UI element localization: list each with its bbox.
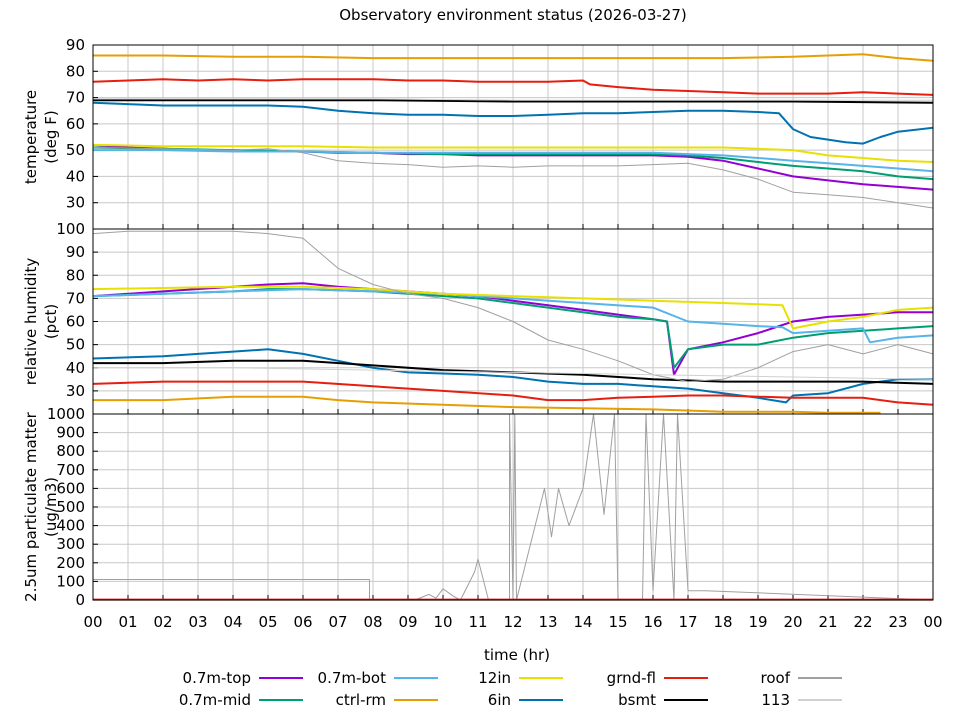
y-axis-label: 2.5um particulate matter (22, 411, 40, 601)
x-tick-label: 00 (923, 613, 942, 631)
y-tick-label: 0 (75, 591, 85, 609)
series-line-113 (93, 367, 934, 380)
y-tick-label: 600 (56, 479, 85, 497)
legend-label: grnd-fl (607, 669, 656, 687)
legend-label: 0.7m-mid (179, 691, 251, 709)
x-tick-label: 12 (503, 613, 522, 631)
y-tick-label: 70 (66, 289, 85, 307)
x-tick-label: 18 (713, 613, 732, 631)
legend-label: 0.7m-top (183, 669, 251, 687)
series-line-ctrl-rm (93, 53, 934, 62)
y-axis-unit-label: (deg F) (42, 110, 60, 163)
y-tick-label: 60 (66, 313, 85, 331)
x-tick-label: 20 (783, 613, 802, 631)
series-line-grnd-fl (92, 380, 934, 406)
y-tick-label: 900 (56, 424, 85, 442)
x-tick-label: 04 (223, 613, 242, 631)
y-tick-label: 90 (66, 243, 85, 261)
x-tick-label: 15 (608, 613, 627, 631)
x-tick-label: 06 (293, 613, 312, 631)
panel-2: 00 01 02 03 04 05 06 07 08 09 10 11 12 13 14 15 16 17 18 19… (22, 405, 943, 631)
y-tick-label: 50 (66, 141, 85, 159)
x-tick-label: 09 (398, 613, 417, 631)
y-tick-label: 30 (66, 382, 85, 400)
legend-label: roof (761, 669, 791, 687)
series-line-0-7m-bot (92, 288, 934, 344)
series-line-12in (92, 143, 934, 163)
series-line-ctrl-rm (93, 395, 881, 414)
x-tick-label: 08 (363, 613, 382, 631)
x-tick-label: 23 (888, 613, 907, 631)
y-tick-label: 700 (56, 461, 85, 479)
x-tick-label: 21 (818, 613, 837, 631)
panel-1: 30 40 50 60 70 80 90 100 relative humidity (pct) (22, 220, 934, 415)
y-tick-label: 400 (56, 517, 85, 535)
y-axis-label: temperature (22, 90, 40, 184)
y-tick-label: 90 (66, 36, 85, 54)
legend-label: 0.7m-bot (318, 669, 387, 687)
y-tick-label: 100 (56, 220, 85, 238)
x-tick-label: 19 (748, 613, 767, 631)
y-tick-label: 500 (56, 498, 85, 516)
y-tick-label: 40 (66, 359, 85, 377)
y-tick-label: 80 (66, 62, 85, 80)
legend: 0.7m-top 0.7m-bot 12in grnd-fl roof 0.7m-mid c… (179, 669, 842, 709)
plot-frame (92, 413, 934, 601)
legend-label: 6in (488, 691, 511, 709)
series-line-roof (93, 413, 934, 601)
legend-label: 113 (761, 691, 790, 709)
x-tick-label: 17 (678, 613, 697, 631)
x-tick-label: 22 (853, 613, 872, 631)
x-tick-label: 00 (83, 613, 102, 631)
x-axis-label: time (hr) (484, 646, 550, 664)
y-tick-label: 70 (66, 89, 85, 107)
y-tick-label: 800 (56, 442, 85, 460)
panel-0: 30 40 50 60 70 80 90 temperature (deg F) (22, 36, 934, 230)
series-line-6in (92, 348, 933, 404)
series-line-0-7m-top (92, 282, 933, 376)
x-tick-label: 16 (643, 613, 662, 631)
x-tick-label: 03 (188, 613, 207, 631)
y-axis-unit-label: (ug/m3) (42, 477, 60, 537)
legend-label: bsmt (618, 691, 656, 709)
series-line-bsmt (93, 99, 934, 104)
x-tick-label: 10 (433, 613, 452, 631)
series-line-roof (92, 147, 934, 209)
y-tick-label: 100 (56, 572, 85, 590)
x-tick-label: 13 (538, 613, 557, 631)
series-line-12in (92, 285, 934, 330)
y-tick-label: 50 (66, 336, 85, 354)
y-tick-label: 200 (56, 554, 85, 572)
y-axis-unit-label: (pct) (42, 304, 60, 339)
x-tick-label: 11 (468, 613, 487, 631)
y-tick-label: 1000 (47, 405, 85, 423)
series-line-6in (92, 101, 934, 145)
series-line-113 (93, 98, 933, 101)
legend-label: ctrl-rm (336, 691, 386, 709)
y-tick-label: 300 (56, 535, 85, 553)
series-line-grnd-fl (92, 78, 934, 96)
x-tick-label: 01 (118, 613, 137, 631)
y-tick-label: 80 (66, 266, 85, 284)
series-line-roof (92, 230, 934, 383)
x-tick-label: 05 (258, 613, 277, 631)
x-tick-label: 07 (328, 613, 347, 631)
chart-title: Observatory environment status (2026-03-… (339, 6, 687, 24)
x-tick-label: 02 (153, 613, 172, 631)
series-line-0-7m-bot (93, 149, 934, 173)
y-axis-label: relative humidity (22, 258, 40, 386)
y-tick-label: 40 (66, 167, 85, 185)
legend-label: 12in (478, 669, 511, 687)
y-tick-label: 30 (66, 194, 85, 212)
x-tick-label: 14 (573, 613, 592, 631)
y-tick-label: 60 (66, 115, 85, 133)
